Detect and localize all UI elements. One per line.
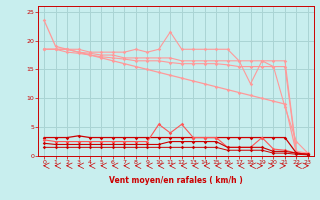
X-axis label: Vent moyen/en rafales ( km/h ): Vent moyen/en rafales ( km/h ) — [109, 176, 243, 185]
